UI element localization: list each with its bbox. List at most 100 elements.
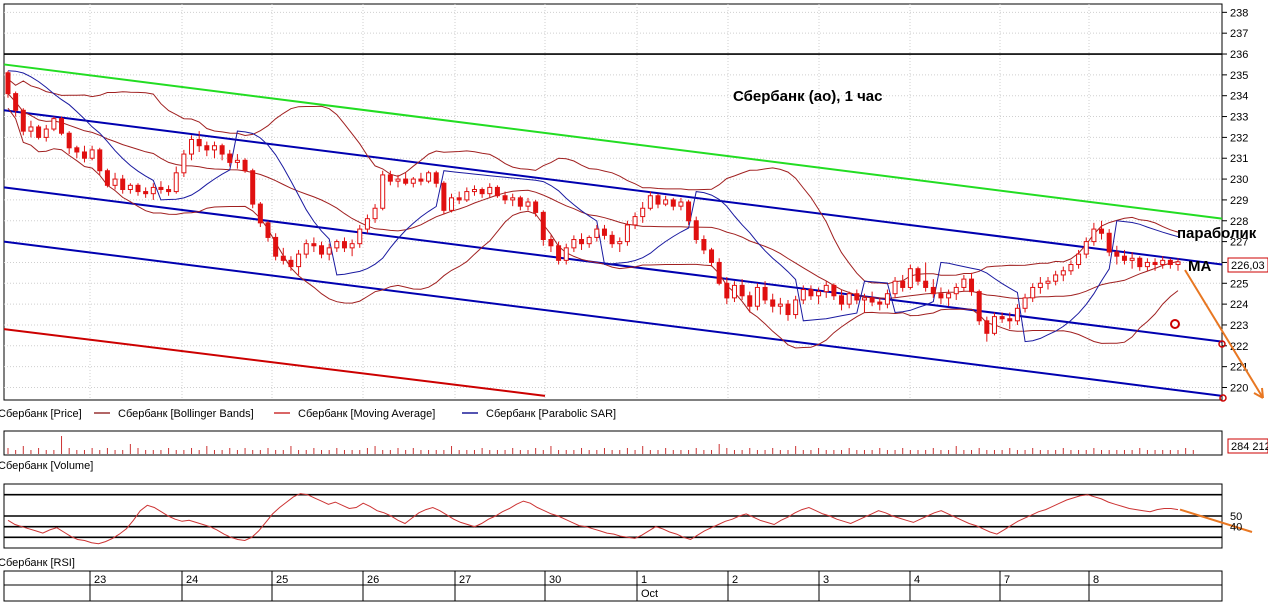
candle-body — [999, 316, 1005, 320]
price-tick-label: 238 — [1230, 7, 1248, 19]
candle-body — [433, 172, 439, 184]
candle — [517, 195, 523, 211]
day-label: 4 — [914, 574, 920, 586]
candle-body — [617, 241, 623, 245]
candle — [907, 264, 913, 290]
candle — [494, 185, 500, 198]
current-price-box: 226,03 — [1227, 257, 1268, 273]
candle-body — [961, 278, 967, 288]
candle-body — [785, 303, 791, 316]
candle — [426, 170, 432, 184]
candle-body — [494, 186, 500, 197]
candle-body — [5, 72, 11, 95]
candle — [678, 197, 684, 211]
candle-body — [571, 239, 577, 249]
candle-body — [716, 261, 722, 284]
candle — [1152, 258, 1158, 271]
candle — [1045, 277, 1051, 290]
day-label: 25 — [276, 574, 288, 586]
candle — [915, 266, 921, 286]
candle — [594, 224, 600, 242]
candle-body — [418, 178, 424, 182]
candle-body — [900, 280, 906, 288]
candle — [349, 239, 355, 257]
candle — [731, 281, 737, 303]
candle — [938, 287, 944, 305]
candle-body — [403, 178, 409, 184]
candle — [655, 193, 661, 209]
candle — [1121, 249, 1127, 265]
candle-body — [1014, 307, 1020, 322]
candle-body — [1129, 257, 1135, 261]
candle — [854, 289, 860, 305]
legend-label: Сбербанк [Price] — [0, 408, 82, 420]
candle-body — [273, 236, 279, 257]
candle — [127, 183, 133, 194]
candle — [219, 143, 225, 161]
candle — [1076, 249, 1082, 269]
candle — [793, 295, 799, 319]
candle — [1137, 256, 1143, 271]
candle-body — [808, 289, 814, 297]
day-label: 27 — [459, 574, 471, 586]
candle-body — [20, 109, 26, 132]
annotation-parabolic: параболик — [1177, 225, 1257, 242]
candle-body — [1037, 282, 1043, 288]
candle-body — [1083, 241, 1089, 255]
candle — [533, 199, 539, 217]
candle-body — [1091, 228, 1097, 243]
candle — [884, 289, 890, 309]
candle — [120, 174, 126, 194]
candle — [823, 281, 829, 298]
candle — [227, 149, 233, 167]
candle-body — [709, 249, 715, 263]
candle-body — [89, 149, 95, 159]
candle-body — [1068, 264, 1074, 272]
channel-marker — [1219, 394, 1227, 402]
target-marker — [1170, 319, 1180, 329]
candle — [303, 239, 309, 259]
candle — [273, 233, 279, 261]
forecast-arrows — [1170, 269, 1264, 402]
candle — [701, 235, 707, 255]
price-panel: 2202212222232242252262272282292302312322… — [3, 3, 1268, 548]
candle — [969, 272, 975, 296]
rsi-path — [7, 493, 1179, 545]
candle-body — [1175, 261, 1181, 266]
candle-body — [1160, 259, 1166, 266]
candle-body — [449, 197, 455, 211]
price-tick-label: 234 — [1230, 91, 1248, 103]
candle-body — [754, 286, 760, 307]
candle — [372, 204, 378, 223]
month-label: Oct — [641, 588, 658, 600]
price-legend: Сбербанк [Price] Сбербанк [Bollinger Band… — [0, 408, 616, 420]
candle — [74, 145, 80, 159]
candle — [984, 316, 990, 342]
candle-body — [915, 268, 921, 282]
candle — [1106, 229, 1112, 257]
legend-label: Сбербанк [Bollinger Bands] — [118, 408, 254, 420]
candle — [1007, 312, 1013, 330]
candle — [418, 172, 424, 186]
candle-body — [594, 228, 600, 238]
candle-body — [319, 245, 325, 255]
candle — [449, 193, 455, 213]
candle-body — [51, 118, 57, 130]
candle — [693, 216, 699, 244]
candle-body — [663, 199, 669, 205]
forecast-arrow-rsi — [1179, 508, 1253, 533]
candle — [953, 283, 959, 300]
candle-body — [311, 243, 317, 247]
candle-body — [471, 188, 477, 193]
candle-body — [976, 291, 982, 322]
candle-body — [1152, 261, 1158, 266]
candle — [341, 237, 347, 253]
candle — [288, 256, 294, 271]
candle — [839, 289, 845, 311]
candle-body — [548, 239, 554, 247]
candle-body — [135, 184, 141, 193]
candle — [946, 289, 952, 307]
candle-body — [861, 297, 867, 301]
candle-body — [1060, 270, 1066, 276]
